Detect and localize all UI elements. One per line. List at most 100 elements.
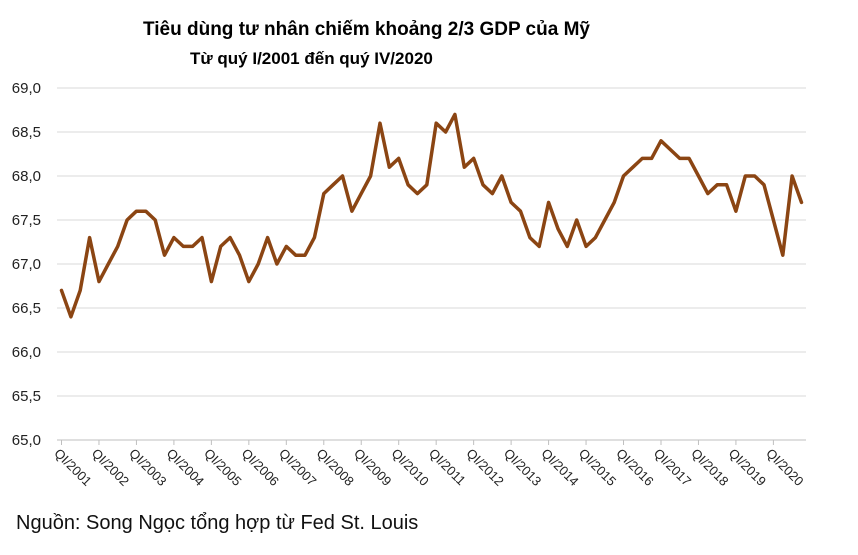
data-point [369, 174, 372, 178]
y-tick-label: 68,0 [12, 168, 41, 185]
data-point [257, 262, 260, 266]
data-point [444, 130, 447, 134]
data-point [762, 183, 766, 186]
x-tick-label: QI/2001 [51, 446, 94, 489]
data-point [275, 262, 279, 266]
data-point [687, 157, 691, 160]
data-point [641, 157, 644, 160]
x-tick-label: QI/2012 [464, 446, 507, 489]
data-point [266, 236, 269, 239]
data-point [556, 227, 560, 230]
data-point [228, 236, 232, 239]
data-point [153, 218, 157, 222]
x-tick-label: QI/2005 [201, 446, 244, 489]
data-point [547, 201, 550, 204]
data-point [463, 166, 466, 169]
gridlines [57, 87, 806, 441]
data-point [566, 245, 569, 248]
data-point [341, 174, 344, 178]
data-point [144, 210, 148, 213]
series-group [59, 112, 804, 319]
data-point [238, 254, 241, 257]
data-point [97, 280, 101, 283]
data-point [800, 201, 803, 204]
data-point [322, 192, 325, 195]
data-point [210, 280, 213, 283]
data-point [734, 210, 738, 213]
data-point [313, 236, 316, 239]
x-tick-label: QI/2008 [314, 446, 357, 489]
data-point [772, 218, 775, 222]
series-line [59, 112, 804, 319]
y-tick-label: 65,5 [12, 388, 41, 405]
data-point [135, 210, 138, 213]
y-tick-label: 68,5 [12, 124, 41, 141]
data-point [79, 289, 82, 292]
y-tick-label: 67,0 [12, 256, 41, 273]
data-point [425, 183, 429, 186]
data-point [678, 157, 681, 160]
data-point [350, 210, 354, 213]
data-point [294, 254, 297, 257]
data-point [406, 183, 410, 186]
data-point [397, 157, 400, 160]
x-tick-label: QI/2016 [613, 446, 656, 489]
data-point [697, 174, 700, 178]
data-point [191, 245, 194, 248]
data-point [172, 236, 176, 239]
y-tick-label: 69,0 [12, 80, 41, 97]
y-tick-label: 66,5 [12, 300, 41, 317]
data-point [725, 183, 728, 186]
data-point [612, 201, 616, 204]
chart-title: Tiêu dùng tư nhân chiếm khoảng 2/3 GDP c… [143, 19, 590, 40]
data-point [790, 174, 794, 178]
data-point [584, 245, 588, 248]
data-point [622, 174, 625, 178]
data-point [125, 218, 129, 222]
data-point [744, 174, 747, 178]
data-point [500, 174, 503, 178]
chart-subtitle: Từ quý I/2001 đến quý IV/2020 [190, 49, 433, 68]
data-point [472, 157, 475, 160]
data-point [594, 236, 597, 239]
data-point [481, 183, 485, 186]
data-point [715, 183, 719, 186]
data-point [659, 139, 663, 142]
source-note: Nguồn: Song Ngọc tổng hợp từ Fed St. Lou… [16, 512, 419, 534]
data-point [528, 236, 532, 239]
data-point [88, 236, 91, 239]
y-tick-label: 65,0 [12, 432, 41, 449]
data-point [200, 236, 204, 239]
x-tick-label: QI/2004 [164, 446, 207, 489]
data-point [303, 254, 307, 257]
data-point [378, 122, 382, 125]
x-tick-label: QI/2015 [576, 446, 619, 489]
data-point [631, 166, 635, 169]
y-tick-label: 67,5 [12, 212, 41, 229]
data-point [69, 315, 73, 318]
data-point [603, 218, 606, 222]
data-point [453, 113, 457, 116]
x-tick-label: QI/2013 [501, 446, 544, 489]
y-tick-label: 66,0 [12, 344, 41, 361]
x-tick-label: QI/2020 [763, 446, 806, 489]
data-point [519, 210, 522, 213]
data-point [669, 148, 672, 151]
x-tick-label: QI/2003 [126, 446, 169, 489]
data-point [650, 157, 653, 160]
data-point [575, 218, 578, 222]
data-point [163, 254, 166, 257]
x-tick-label: QI/2010 [389, 446, 432, 489]
data-point [388, 166, 391, 169]
x-tick-label: QI/2014 [538, 446, 581, 489]
x-tick-label: QI/2002 [89, 446, 132, 489]
data-point [706, 192, 710, 195]
x-tick-label: QI/2018 [688, 446, 731, 489]
y-axis-ticks: 65,0 65,5 66,0 66,5 67,0 67,5 68,0 68,5 69,0 [12, 80, 41, 449]
data-point [247, 280, 251, 283]
data-point [538, 245, 541, 248]
x-tick-label: QI/2007 [276, 446, 319, 489]
data-point [219, 245, 222, 248]
